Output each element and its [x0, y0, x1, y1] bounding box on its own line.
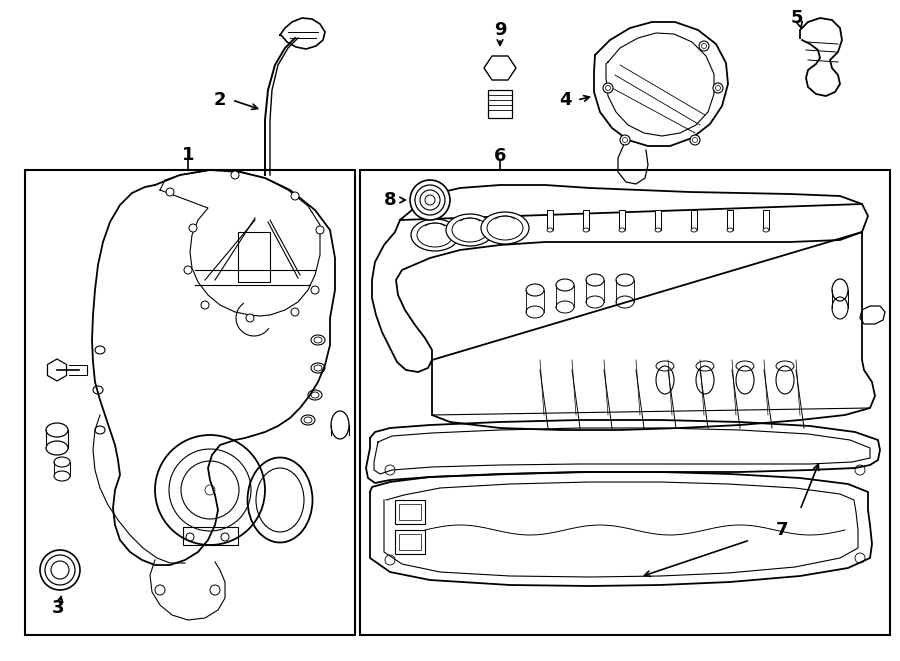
Bar	[763, 210, 769, 230]
Text: 3: 3	[52, 599, 64, 617]
Bar	[25, 170, 355, 635]
Bar	[238, 232, 270, 282]
Bar	[655, 210, 661, 230]
Bar	[727, 210, 733, 230]
Ellipse shape	[446, 214, 494, 246]
Ellipse shape	[619, 228, 625, 232]
Circle shape	[231, 171, 239, 179]
Ellipse shape	[655, 228, 661, 232]
Circle shape	[311, 286, 319, 294]
Circle shape	[291, 192, 299, 200]
Circle shape	[713, 83, 723, 93]
Circle shape	[690, 135, 700, 145]
Ellipse shape	[481, 212, 529, 244]
Circle shape	[620, 135, 630, 145]
Ellipse shape	[763, 228, 769, 232]
Polygon shape	[48, 359, 67, 381]
Polygon shape	[484, 56, 516, 80]
Circle shape	[246, 314, 254, 322]
Bar	[619, 210, 625, 230]
Circle shape	[316, 226, 324, 234]
Bar	[691, 210, 697, 230]
Ellipse shape	[727, 228, 733, 232]
Ellipse shape	[54, 457, 70, 467]
Circle shape	[425, 195, 435, 205]
Ellipse shape	[331, 411, 349, 439]
Circle shape	[189, 224, 197, 232]
Circle shape	[184, 266, 192, 274]
Circle shape	[603, 83, 613, 93]
Ellipse shape	[547, 228, 553, 232]
Ellipse shape	[46, 423, 68, 437]
Text: 5: 5	[791, 9, 803, 27]
Ellipse shape	[46, 441, 68, 455]
Circle shape	[420, 190, 440, 210]
Text: 6: 6	[494, 147, 506, 165]
Circle shape	[166, 188, 174, 196]
Text: 4: 4	[559, 91, 572, 109]
Text: 2: 2	[214, 91, 226, 109]
Circle shape	[410, 180, 450, 220]
Ellipse shape	[411, 219, 459, 251]
Text: 1: 1	[182, 146, 194, 164]
Bar	[395, 500, 425, 524]
Bar	[395, 530, 425, 554]
Text: 9: 9	[494, 21, 506, 39]
Bar	[399, 504, 421, 520]
Circle shape	[699, 41, 709, 51]
Ellipse shape	[691, 228, 697, 232]
Ellipse shape	[40, 550, 80, 590]
Circle shape	[291, 308, 299, 316]
Bar	[360, 170, 890, 635]
Ellipse shape	[583, 228, 589, 232]
Bar	[183, 527, 238, 545]
Bar	[399, 534, 421, 550]
Bar	[547, 210, 553, 230]
Bar	[583, 210, 589, 230]
Text: 7: 7	[776, 521, 788, 539]
Ellipse shape	[54, 471, 70, 481]
Bar	[488, 90, 512, 118]
Circle shape	[415, 185, 445, 215]
Text: 8: 8	[383, 191, 396, 209]
Ellipse shape	[832, 279, 848, 301]
Circle shape	[201, 301, 209, 309]
